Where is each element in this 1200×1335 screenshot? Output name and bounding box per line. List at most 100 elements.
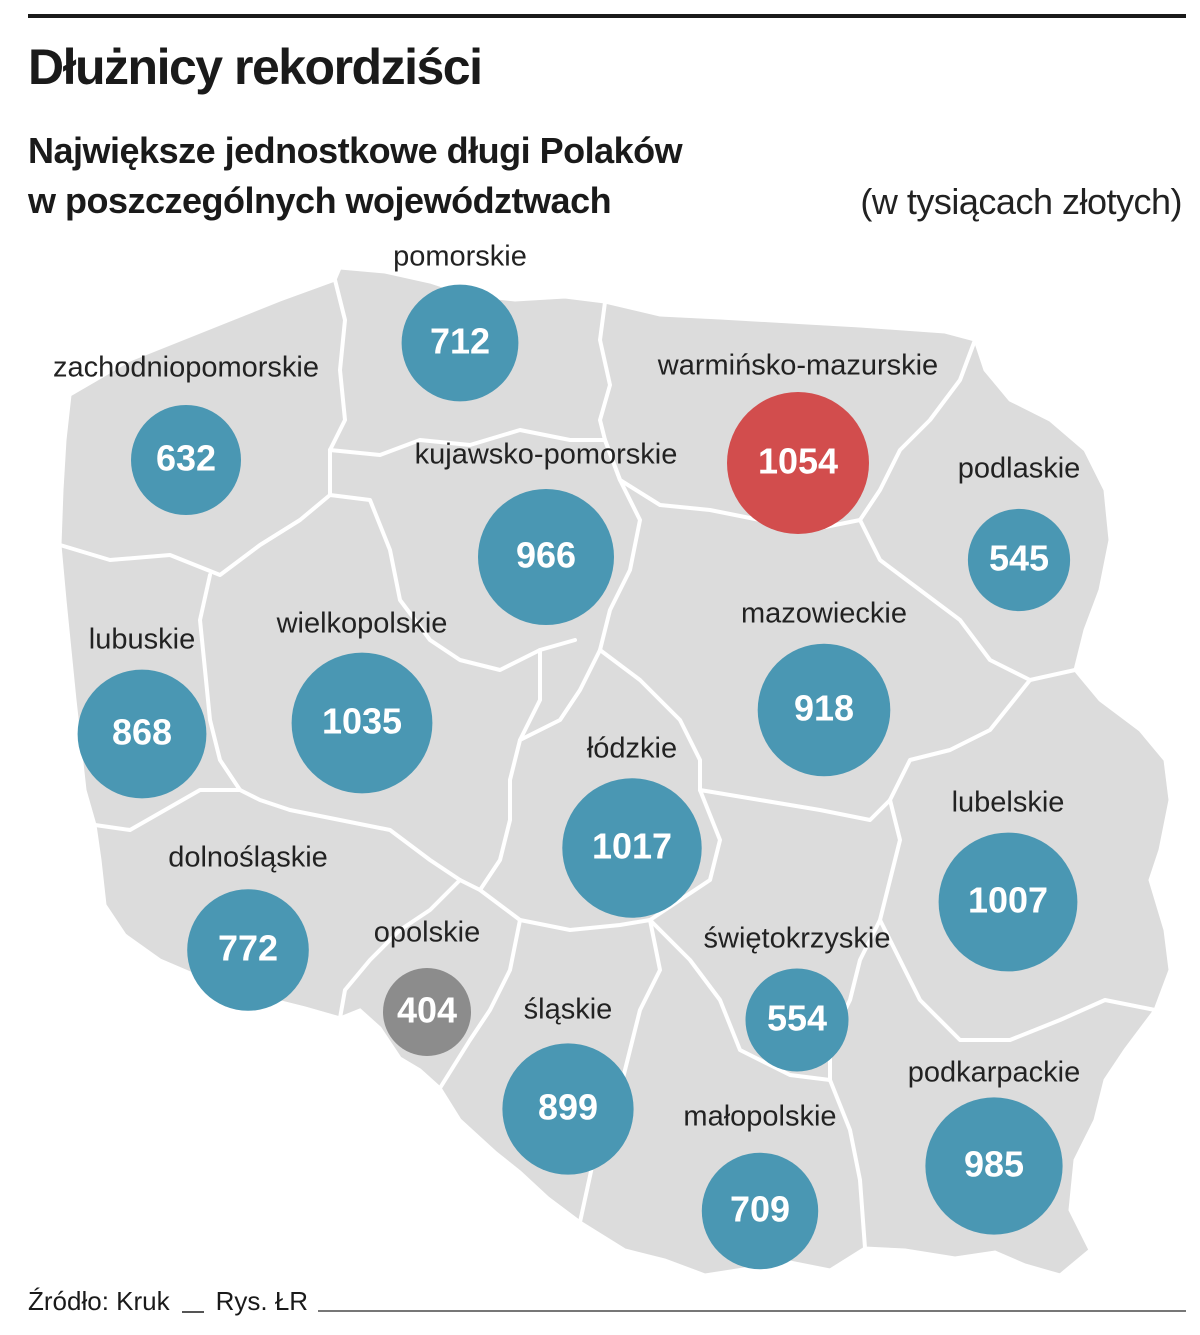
value-label-swietokrzyskie: 554: [767, 998, 827, 1039]
border-lubuskie-wielkopolskie: [198, 573, 292, 812]
region-label-pomorskie: pomorskie: [393, 241, 527, 273]
region-lubuskie: lubuskie 868: [77, 624, 207, 799]
border-zachodniopomorskie-south: [58, 448, 332, 577]
border-wielkopolskie-lodzkie: [518, 648, 542, 742]
region-label-podkarpackie: podkarpackie: [908, 1057, 1081, 1089]
value-label-podkarpackie: 985: [964, 1144, 1024, 1185]
region-label-mazowieckie: mazowieckie: [741, 598, 907, 630]
border-mazowieckie-swietokrzyskie: [698, 788, 892, 822]
value-label-wielkopolskie: 1035: [322, 701, 402, 742]
region-swietokrzyskie: świętokrzyskie 554: [704, 923, 891, 1072]
value-bubble-lubelskie: [938, 832, 1078, 972]
region-label-slaskie: śląskie: [524, 994, 613, 1026]
value-bubble-dolnoslaskie: [187, 889, 309, 1011]
region-mazowieckie: mazowieckie 918: [741, 598, 907, 777]
value-label-lubuskie: 868: [112, 712, 172, 753]
region-warminsko-mazurskie: warmińsko-mazurskie 1054: [657, 350, 938, 534]
value-label-pomorskie: 712: [430, 321, 490, 362]
chart-subtitle: Największe jednostkowe długi Polaków w p…: [28, 126, 683, 226]
region-label-lubelskie: lubelskie: [952, 787, 1065, 819]
border-lodzkie-mazowieckie-east: [598, 648, 702, 792]
region-label-lubuskie: lubuskie: [89, 624, 195, 656]
region-label-dolnoslaskie: dolnośląskie: [168, 842, 328, 874]
value-label-slaskie: 899: [538, 1087, 598, 1128]
border-zachodniopomorskie-pomorskie: [328, 278, 347, 452]
value-bubble-mazowieckie: [757, 643, 891, 777]
value-bubble-pomorskie: [401, 284, 519, 402]
chart-title: Dłużnicy rekordziści: [28, 39, 483, 95]
region-label-podlaskie: podlaskie: [958, 453, 1081, 485]
region-zachodniopomorskie: zachodniopomorskie 632: [53, 352, 319, 515]
credit-note: Rys. ŁR: [215, 1286, 309, 1316]
region-lodzkie: łódzkie 1017: [562, 733, 702, 918]
value-bubble-wielkopolskie: [291, 652, 433, 794]
border-mazowieckie-lubelskie: [888, 678, 1032, 802]
border-malopolskie-podkarpackie: [828, 1078, 867, 1250]
value-label-malopolskie: 709: [730, 1189, 790, 1230]
region-label-warminsko-mazurskie: warmińsko-mazurskie: [657, 350, 938, 382]
region-label-zachodniopomorskie: zachodniopomorskie: [53, 352, 319, 384]
value-bubble-podkarpackie: [925, 1097, 1063, 1235]
border-lodzkie-swietokrzyskie: [648, 788, 722, 922]
value-label-kujawsko-pomorskie: 966: [516, 535, 576, 576]
region-dolnoslaskie: dolnośląskie 772: [168, 842, 328, 1011]
voivodeship-borders: [58, 278, 1157, 1250]
footer-rule: [318, 1310, 1186, 1312]
value-bubble-podlaskie: [967, 508, 1071, 612]
subtitle-line-2: w poszczególnych województwach: [28, 180, 612, 221]
value-label-warminsko-mazurskie: 1054: [758, 441, 838, 482]
border-mazowieckie-lodzkie: [508, 648, 602, 782]
region-podkarpackie: podkarpackie 985: [908, 1057, 1081, 1235]
border-pomorskie-warminsko: [598, 300, 612, 442]
value-bubble-zachodniopomorskie: [131, 405, 241, 515]
source-note: Źródło: Kruk: [28, 1286, 170, 1316]
border-kujawsko-wielkopolskie: [328, 493, 577, 672]
region-label-malopolskie: małopolskie: [683, 1101, 836, 1133]
bubble-layer: pomorskie 712 zachodniopomorskie 632 warmińs…: [53, 241, 1080, 1270]
value-label-opolskie: 404: [397, 990, 457, 1031]
region-label-wielkopolskie: wielkopolskie: [276, 608, 448, 640]
value-bubble-lubuskie: [77, 669, 207, 799]
border-pomorskie-kujawsko: [328, 428, 607, 457]
region-podlaskie: podlaskie 545: [958, 453, 1081, 612]
value-label-mazowieckie: 918: [794, 688, 854, 729]
value-label-lodzkie: 1017: [592, 826, 672, 867]
poland-outline: [58, 266, 1172, 1277]
value-label-lubelskie: 1007: [968, 880, 1048, 921]
border-swietokrzyskie-malopolskie: [648, 918, 832, 1082]
border-kujawsko-mazowieckie: [598, 438, 642, 652]
value-label-zachodniopomorskie: 632: [156, 438, 216, 479]
border-wielkopolskie-opolskie: [458, 778, 512, 892]
value-label-dolnoslaskie: 772: [218, 928, 278, 969]
footer: Źródło: Kruk Rys. ŁR: [28, 1286, 308, 1317]
region-label-lodzkie: łódzkie: [587, 733, 677, 765]
border-lubuskie-dolnoslaskie: [93, 788, 242, 832]
value-bubble-opolskie: [383, 968, 471, 1056]
value-bubble-slaskie: [502, 1043, 634, 1175]
subtitle-line-1: Największe jednostkowe długi Polaków: [28, 130, 683, 171]
unit-note: (w tysiącach złotych): [860, 181, 1182, 222]
region-pomorskie: pomorskie 712: [393, 241, 527, 402]
region-label-swietokrzyskie: świętokrzyskie: [704, 923, 891, 955]
border-lodzkie-slaskie: [478, 888, 652, 932]
region-label-opolskie: opolskie: [374, 917, 480, 949]
value-bubble-warminsko-mazurskie: [727, 392, 869, 534]
region-wielkopolskie: wielkopolskie 1035: [276, 608, 448, 794]
top-rule: [28, 14, 1186, 18]
region-slaskie: śląskie 899: [502, 994, 634, 1175]
region-kujawsko-pomorskie: kujawsko-pomorskie 966: [415, 439, 678, 625]
border-opolskie-slaskie: [438, 918, 522, 1090]
region-opolskie: opolskie 404: [374, 917, 480, 1056]
border-lubelskie-podkarpackie: [878, 918, 1157, 1042]
value-bubble-swietokrzyskie: [745, 968, 849, 1072]
border-warminsko-podlaskie: [858, 338, 977, 522]
country-shape: [58, 266, 1172, 1277]
border-dolnoslaskie-opolskie: [338, 878, 462, 1020]
value-bubble-malopolskie: [701, 1152, 819, 1270]
value-label-podlaskie: 545: [989, 538, 1049, 579]
border-wielkopolskie-dolnoslaskie: [288, 808, 462, 882]
value-bubble-lodzkie: [562, 778, 702, 918]
region-lubelskie: lubelskie 1007: [938, 787, 1078, 972]
region-label-kujawsko-pomorskie: kujawsko-pomorskie: [415, 439, 678, 471]
